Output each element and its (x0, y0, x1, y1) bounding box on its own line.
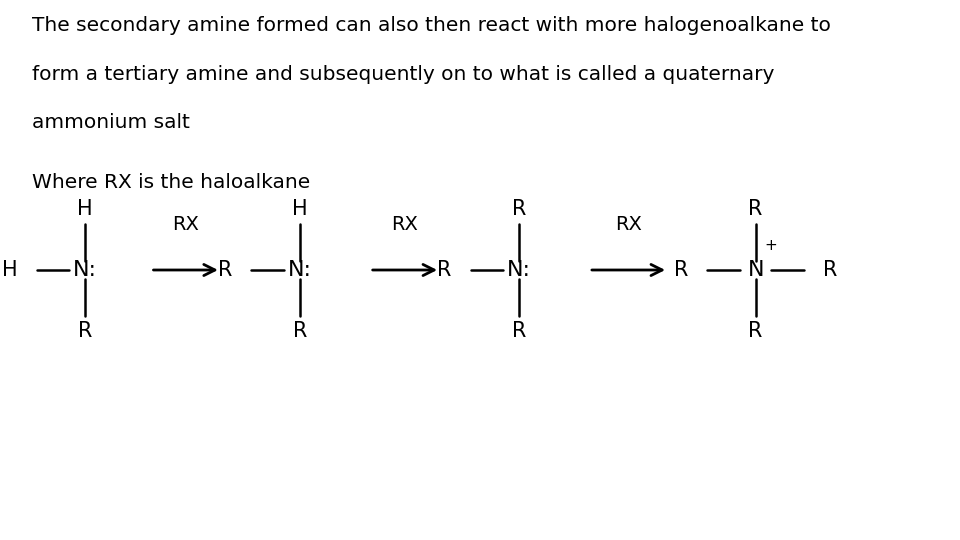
Text: N:: N: (73, 260, 97, 280)
Text: +: + (764, 238, 777, 253)
Text: R: R (293, 321, 307, 341)
Text: R: R (674, 260, 688, 280)
Text: N:: N: (507, 260, 531, 280)
Text: N: N (748, 260, 764, 280)
Text: RX: RX (615, 214, 642, 234)
Text: R: R (78, 321, 92, 341)
Text: Where RX is the haloalkane: Where RX is the haloalkane (33, 173, 310, 192)
Text: R: R (218, 260, 232, 280)
Text: RX: RX (172, 214, 199, 234)
Text: R: R (749, 199, 763, 219)
Text: N:: N: (288, 260, 312, 280)
Text: H: H (2, 260, 17, 280)
Text: R: R (512, 199, 526, 219)
Text: R: R (823, 260, 837, 280)
Text: The secondary amine formed can also then react with more halogenoalkane to: The secondary amine formed can also then… (33, 16, 831, 35)
Text: R: R (437, 260, 451, 280)
Text: ammonium salt: ammonium salt (33, 113, 190, 132)
Text: R: R (749, 321, 763, 341)
Text: H: H (77, 199, 93, 219)
Text: H: H (292, 199, 307, 219)
Text: RX: RX (392, 214, 419, 234)
Text: form a tertiary amine and subsequently on to what is called a quaternary: form a tertiary amine and subsequently o… (33, 65, 775, 84)
Text: R: R (512, 321, 526, 341)
